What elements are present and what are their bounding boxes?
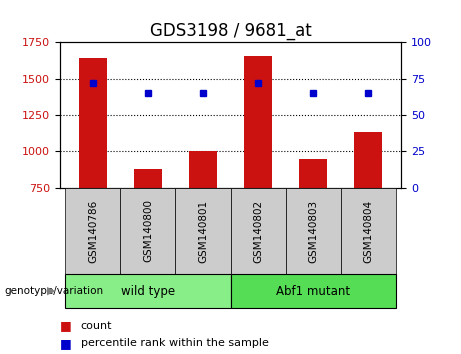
Bar <box>65 274 230 308</box>
Text: GSM140804: GSM140804 <box>363 199 373 263</box>
Bar <box>79 58 106 188</box>
Text: count: count <box>81 321 112 331</box>
Bar <box>134 170 162 188</box>
Text: wild type: wild type <box>121 285 175 298</box>
Bar <box>355 132 382 188</box>
Text: ■: ■ <box>60 337 71 350</box>
Text: GSM140802: GSM140802 <box>253 199 263 263</box>
Text: genotype/variation: genotype/variation <box>5 286 104 296</box>
Text: Abf1 mutant: Abf1 mutant <box>276 285 350 298</box>
Bar <box>120 188 176 274</box>
Bar <box>230 274 396 308</box>
Bar <box>230 188 285 274</box>
Bar <box>285 188 341 274</box>
Text: GSM140803: GSM140803 <box>308 199 318 263</box>
Text: percentile rank within the sample: percentile rank within the sample <box>81 338 269 348</box>
Bar <box>176 188 230 274</box>
Text: GSM140786: GSM140786 <box>88 199 98 263</box>
Text: ▶: ▶ <box>47 286 55 296</box>
Title: GDS3198 / 9681_at: GDS3198 / 9681_at <box>150 22 311 40</box>
Text: GSM140801: GSM140801 <box>198 199 208 263</box>
Bar <box>341 188 396 274</box>
Text: GSM140800: GSM140800 <box>143 199 153 262</box>
Bar <box>244 56 272 188</box>
Bar <box>189 152 217 188</box>
Text: ■: ■ <box>60 319 71 332</box>
Bar <box>299 159 327 188</box>
Bar <box>65 188 120 274</box>
